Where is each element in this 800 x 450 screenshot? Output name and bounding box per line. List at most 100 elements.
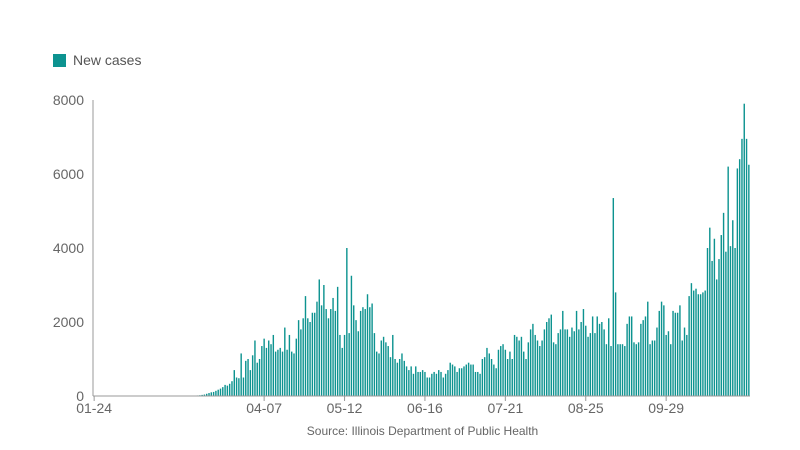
bar xyxy=(555,344,557,396)
bar xyxy=(398,359,401,396)
bar xyxy=(614,292,617,396)
bar xyxy=(665,334,667,396)
bar xyxy=(330,309,332,396)
bar xyxy=(509,351,511,396)
bar xyxy=(235,377,238,396)
bar xyxy=(281,351,284,396)
y-tick-label: 4000 xyxy=(53,240,84,256)
bar xyxy=(348,333,350,396)
bar xyxy=(447,370,449,396)
bar xyxy=(743,103,745,396)
bar xyxy=(497,349,500,396)
bar xyxy=(672,310,674,396)
bar xyxy=(562,310,564,396)
bar xyxy=(323,285,325,396)
bar xyxy=(635,344,637,396)
bar xyxy=(364,309,366,396)
bar xyxy=(410,366,412,396)
bar xyxy=(644,316,647,396)
x-tick-label: 05-12 xyxy=(327,400,363,416)
bar xyxy=(523,351,525,396)
bar xyxy=(224,384,226,396)
bar xyxy=(401,353,403,396)
bar xyxy=(222,387,224,396)
bar xyxy=(626,323,628,396)
bar xyxy=(493,364,495,396)
bar xyxy=(424,371,426,396)
bar xyxy=(277,349,279,396)
bar xyxy=(460,368,463,396)
x-tick-label: 09-29 xyxy=(648,400,684,416)
bar xyxy=(419,371,422,396)
bar xyxy=(697,294,700,396)
bar xyxy=(378,353,380,396)
bar xyxy=(690,283,693,396)
bar xyxy=(718,259,720,396)
bar xyxy=(539,346,541,396)
bar xyxy=(426,377,428,396)
legend: New cases xyxy=(53,52,141,68)
bar xyxy=(564,329,566,396)
bar xyxy=(394,359,396,396)
bar xyxy=(261,346,263,396)
bar xyxy=(444,373,447,396)
bar xyxy=(667,331,670,396)
bar xyxy=(247,359,249,396)
bar xyxy=(297,320,300,396)
bar xyxy=(458,368,461,396)
bar xyxy=(279,347,281,396)
bar xyxy=(653,340,656,396)
bar xyxy=(732,220,734,396)
bar xyxy=(263,338,265,396)
bar xyxy=(748,164,750,396)
bar xyxy=(268,340,270,396)
x-axis-ticks: 01-24 04-07 05-12 06-16 07-21 08-25 09-29 xyxy=(76,396,684,416)
bar xyxy=(624,346,626,396)
bar xyxy=(516,336,518,396)
bar xyxy=(552,342,555,396)
bar xyxy=(238,378,240,396)
bar xyxy=(573,331,575,396)
bar xyxy=(474,371,477,396)
bar xyxy=(525,359,527,396)
bar xyxy=(610,346,612,396)
bar xyxy=(309,322,311,396)
bar xyxy=(557,333,559,396)
bar xyxy=(392,334,394,396)
bar xyxy=(270,344,272,396)
bar xyxy=(251,355,254,396)
bar xyxy=(233,370,235,396)
bar xyxy=(722,212,725,396)
bar xyxy=(504,349,507,396)
source-note: Source: Illinois Department of Public He… xyxy=(306,424,539,438)
bar xyxy=(201,394,203,396)
bar xyxy=(325,309,327,396)
bar xyxy=(463,366,465,396)
bar xyxy=(332,297,334,396)
bar xyxy=(699,294,702,396)
bar xyxy=(495,368,497,396)
bar xyxy=(346,248,348,396)
bar xyxy=(578,329,580,396)
bar xyxy=(284,327,286,396)
bar xyxy=(327,318,330,396)
bar xyxy=(208,393,210,396)
bar xyxy=(529,329,532,396)
bar xyxy=(688,296,690,396)
bar xyxy=(288,334,291,396)
bar xyxy=(477,371,479,396)
bar xyxy=(215,390,217,396)
bar xyxy=(293,353,295,396)
bar xyxy=(633,342,635,396)
bar xyxy=(490,359,493,396)
bar xyxy=(389,357,392,396)
y-tick-label: 0 xyxy=(76,388,84,404)
bar xyxy=(594,333,596,396)
bar xyxy=(502,344,504,396)
bar xyxy=(451,364,454,396)
x-tick-label: 06-16 xyxy=(407,400,443,416)
bar xyxy=(603,329,605,396)
bar xyxy=(454,366,456,396)
bar xyxy=(254,340,256,396)
